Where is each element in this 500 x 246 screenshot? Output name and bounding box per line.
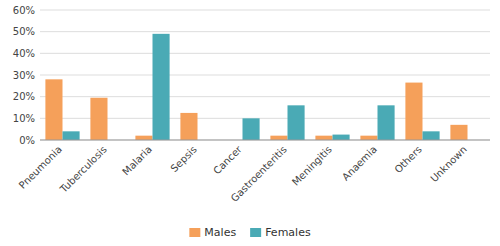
bar: [450, 125, 467, 140]
legend-label: Males: [204, 226, 236, 239]
chart: 0% 10% 20% 30% 40% 50% 60% PneumoniaTuberculosi…: [0, 0, 500, 246]
y-tick-label: 60%: [13, 5, 35, 16]
bar: [180, 113, 197, 140]
bars: [45, 34, 467, 140]
bar: [288, 105, 305, 140]
y-axis: 0% 10% 20% 30% 40% 50% 60%: [13, 5, 490, 146]
grid-line: [40, 31, 490, 32]
bar: [423, 131, 440, 140]
legend-item: Males: [189, 226, 236, 239]
grid-line: [40, 53, 490, 54]
bar: [378, 105, 395, 140]
legend: Males Females: [189, 226, 311, 239]
x-tick-label: Sepsis: [168, 144, 198, 174]
x-tick-label: Cancer: [211, 143, 244, 176]
bar: [315, 136, 332, 140]
y-tick-label: 30%: [13, 70, 35, 81]
bar: [333, 135, 350, 140]
grid-line: [40, 10, 490, 11]
chart-container: 0% 10% 20% 30% 40% 50% 60% PneumoniaTuberculosi…: [0, 0, 500, 246]
bar: [243, 118, 260, 140]
x-tick-label: Anaemia: [340, 144, 379, 183]
y-tick-label: 10%: [13, 113, 35, 124]
y-tick-label: 50%: [13, 26, 35, 37]
y-tick-label: 40%: [13, 48, 35, 59]
x-tick-label: Others: [392, 144, 424, 176]
x-tick-label: Pneumonia: [17, 144, 64, 191]
x-tick-label: Meningitis: [290, 144, 334, 188]
bar: [135, 136, 152, 140]
bar: [45, 79, 62, 140]
x-tick-label: Unknown: [428, 144, 469, 185]
legend-item: Females: [250, 226, 311, 239]
grid-line: [40, 75, 490, 76]
y-tick-label: 20%: [13, 91, 35, 102]
grid-line: [40, 140, 490, 141]
x-tick-label: Malaria: [120, 144, 154, 178]
bar: [270, 136, 287, 140]
legend-swatch: [250, 228, 261, 237]
bar: [63, 131, 80, 140]
legend-swatch: [189, 228, 200, 237]
bar: [405, 83, 422, 140]
x-tick-label: Gastroenteritis: [229, 144, 289, 204]
x-axis: PneumoniaTuberculosis Malaria Sepsis Cancer…: [17, 140, 490, 204]
bar: [153, 34, 170, 140]
x-axis-line: [40, 140, 490, 141]
x-tick-label: Tuberculosis: [57, 144, 109, 196]
bar: [90, 98, 107, 140]
y-tick-label: 0%: [19, 135, 35, 146]
legend-label: Females: [265, 226, 311, 239]
bar: [360, 136, 377, 140]
